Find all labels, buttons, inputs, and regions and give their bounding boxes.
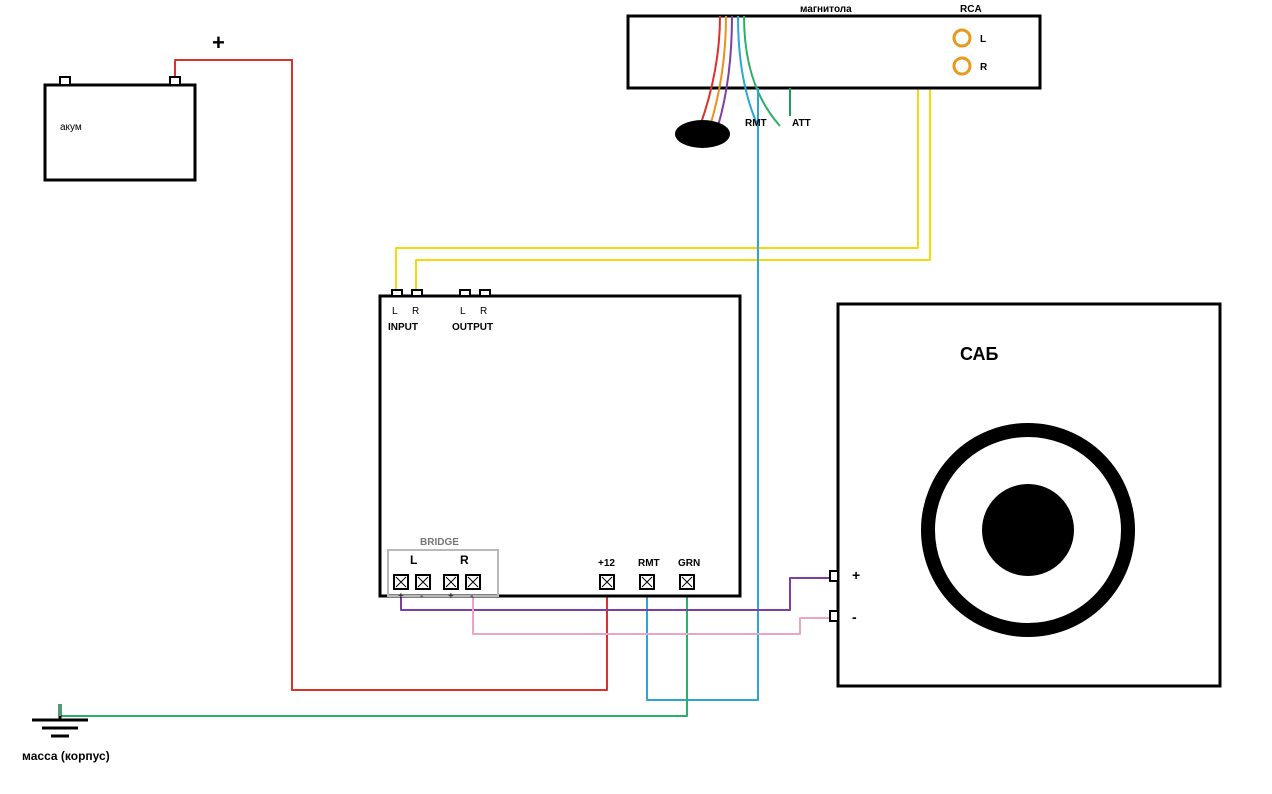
amp-input-label: INPUT [388, 322, 418, 333]
rca-jack-right [954, 58, 970, 74]
amp-top-jack-3 [480, 290, 490, 296]
amp-bridge-label: BRIDGE [420, 537, 459, 548]
battery-label: акум [60, 122, 82, 133]
amp-top-jack-0 [392, 290, 402, 296]
rca-l-label: L [980, 34, 986, 45]
amp-pwr-label-1: RMT [638, 558, 660, 569]
amp-top-jack-1 [412, 290, 422, 296]
wire-rca-right [416, 66, 954, 290]
amp-pwr-label-2: GRN [678, 558, 700, 569]
subwoofer-cone-inner [982, 484, 1074, 576]
subwoofer-title: САБ [960, 344, 999, 364]
amp-output-label: OUTPUT [452, 322, 493, 333]
amp-in-l: L [392, 306, 398, 317]
amp-pwr-label-0: +12 [598, 558, 615, 569]
headunit-title: магнитола [800, 4, 852, 15]
rmt-label: RMT [745, 118, 767, 129]
ground-label: масса (корпус) [22, 749, 110, 763]
battery-post-left [60, 77, 70, 85]
battery-plus-label: + [212, 30, 225, 55]
wire-ground [60, 589, 687, 716]
rca-r-label: R [980, 62, 988, 73]
headunit-box [628, 16, 1040, 88]
sub-plus-label: + [852, 567, 860, 583]
amp-top-jack-2 [460, 290, 470, 296]
sub-term-minus [830, 611, 838, 621]
amp-bridge-sign-0: + [398, 591, 404, 602]
rca-title: RCA [960, 4, 982, 15]
harness-plug-icon [675, 120, 730, 148]
att-label: ATT [792, 118, 811, 129]
battery-post-right [170, 77, 180, 85]
amp-out-l: L [460, 306, 466, 317]
sub-term-plus [830, 571, 838, 581]
amp-bridge-sign-1: - [420, 591, 423, 602]
rca-jack-left [954, 30, 970, 46]
amp-bridge-L: L [410, 553, 417, 567]
sub-minus-label: - [852, 609, 857, 625]
amp-bridge-sign-2: + [448, 591, 454, 602]
amp-out-r: R [480, 306, 487, 317]
amp-in-r: R [412, 306, 419, 317]
amp-bridge-sign-3: - [470, 591, 473, 602]
amp-bridge-R: R [460, 553, 469, 567]
